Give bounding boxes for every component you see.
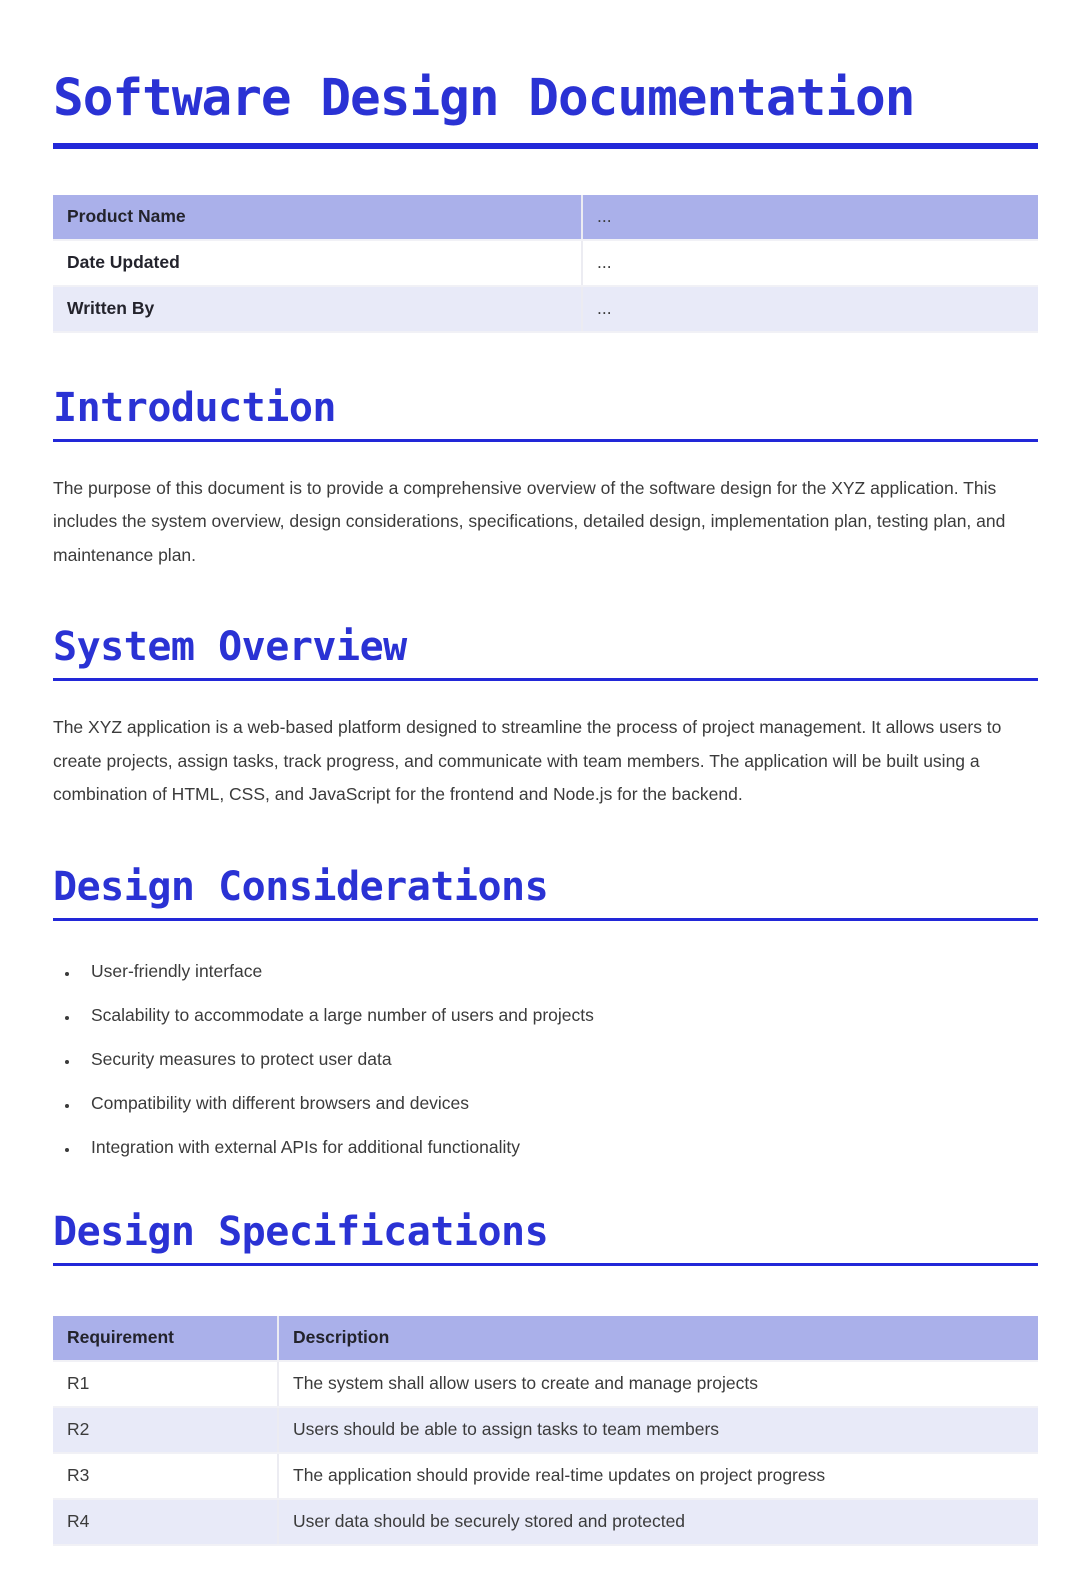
heading-divider <box>53 917 1038 921</box>
list-item: Integration with external APIs for addit… <box>79 1137 1038 1157</box>
table-row: Product Name ... <box>53 194 1038 241</box>
requirement-id: R4 <box>53 1498 279 1546</box>
title-divider <box>53 142 1038 149</box>
requirement-id: R1 <box>53 1360 279 1408</box>
meta-value-written-by: ... <box>582 285 1038 333</box>
table-row: Written By ... <box>53 285 1038 333</box>
system-overview-paragraph: The XYZ application is a web-based platf… <box>53 717 1002 805</box>
table-header-row: Requirement Description <box>53 1315 1038 1362</box>
requirement-description: The system shall allow users to create a… <box>278 1360 1038 1408</box>
document-page: Software Design Documentation Product Na… <box>0 69 1091 1546</box>
meta-table: Product Name ... Date Updated ... Writte… <box>53 194 1038 333</box>
meta-label-product-name: Product Name <box>53 194 583 241</box>
meta-label-written-by: Written By <box>53 285 583 333</box>
meta-label-date-updated: Date Updated <box>53 239 583 287</box>
requirement-id: R2 <box>53 1406 279 1454</box>
requirements-table: Requirement Description R1 The system sh… <box>53 1315 1038 1546</box>
heading-divider <box>53 1262 1038 1266</box>
meta-value-product-name: ... <box>582 194 1038 241</box>
requirement-description: Users should be able to assign tasks to … <box>278 1406 1038 1454</box>
list-item: Security measures to protect user data <box>79 1049 1038 1069</box>
table-row: R2 Users should be able to assign tasks … <box>53 1406 1038 1454</box>
requirement-id: R3 <box>53 1452 279 1500</box>
list-item: Scalability to accommodate a large numbe… <box>79 1005 1038 1025</box>
introduction-paragraph: The purpose of this document is to provi… <box>53 477 1006 565</box>
section-heading-introduction: Introduction <box>53 384 336 431</box>
table-row: Date Updated ... <box>53 239 1038 287</box>
page-title: Software Design Documentation <box>53 69 915 128</box>
list-item: Compatibility with different browsers an… <box>79 1093 1038 1113</box>
column-header-description: Description <box>278 1315 1038 1362</box>
list-item: User-friendly interface <box>79 961 1038 981</box>
design-considerations-list: User-friendly interface Scalability to a… <box>53 961 1038 1157</box>
heading-divider <box>53 438 1038 442</box>
section-heading-system-overview: System Overview <box>53 624 407 671</box>
section-heading-design-considerations: Design Considerations <box>53 863 549 910</box>
table-row: R1 The system shall allow users to creat… <box>53 1360 1038 1408</box>
meta-value-date-updated: ... <box>582 239 1038 287</box>
heading-divider <box>53 678 1038 682</box>
section-heading-design-specifications: Design Specifications <box>53 1208 549 1255</box>
requirement-description: User data should be securely stored and … <box>278 1498 1038 1546</box>
table-row: R4 User data should be securely stored a… <box>53 1498 1038 1546</box>
requirement-description: The application should provide real-time… <box>278 1452 1038 1500</box>
table-row: R3 The application should provide real-t… <box>53 1452 1038 1500</box>
column-header-requirement: Requirement <box>53 1315 279 1362</box>
